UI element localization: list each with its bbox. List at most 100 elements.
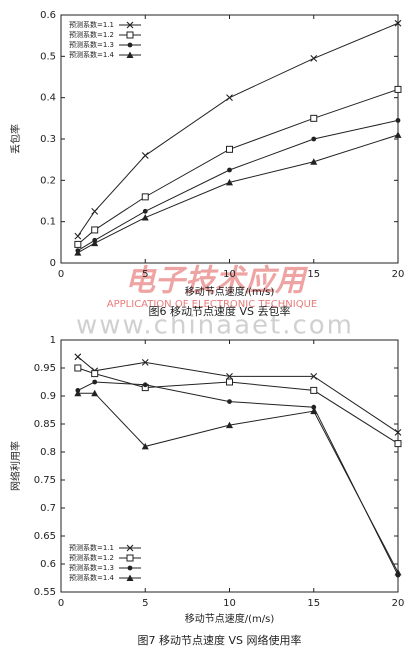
y-tick-label: 0.75 — [34, 475, 56, 486]
watermark-url: www.chinaaet.com — [76, 311, 354, 341]
marker — [311, 136, 317, 142]
y-tick-label: 1 — [50, 335, 56, 346]
legend-label: 预测系数=1.4 — [69, 573, 115, 582]
marker — [91, 370, 99, 378]
y-tick-label: 0 — [50, 258, 56, 269]
legend-marker — [126, 574, 134, 581]
marker — [226, 94, 233, 102]
x-tick-label: 10 — [223, 598, 236, 609]
legend-label: 预测系数=1.1 — [69, 543, 114, 552]
legend-label: 预测系数=1.1 — [69, 20, 114, 29]
series-line — [77, 356, 399, 433]
legend-label: 预测系数=1.2 — [69, 553, 114, 562]
x-tick-label: 15 — [307, 598, 320, 609]
y-tick-label: 0.65 — [34, 531, 56, 542]
x-tick-label: 20 — [392, 598, 405, 609]
y-tick-label: 0.7 — [40, 503, 56, 514]
legend-marker — [126, 21, 134, 29]
legend-label: 预测系数=1.3 — [69, 563, 114, 572]
x-tick-label: 10 — [223, 269, 236, 280]
y-axis-label: 丢包率 — [9, 124, 22, 154]
marker — [394, 85, 402, 93]
x-axis-label: 移动节点速度/(m/s) — [185, 285, 275, 298]
marker — [226, 421, 233, 429]
marker — [310, 55, 318, 62]
x-tick-label: 0 — [58, 598, 64, 609]
marker — [141, 442, 149, 450]
series-line — [77, 22, 399, 237]
marker — [310, 407, 318, 415]
y-tick-label: 0.6 — [40, 10, 56, 21]
marker — [310, 114, 318, 122]
series-line — [77, 367, 399, 445]
marker — [227, 167, 232, 173]
x-tick-label: 15 — [307, 269, 320, 280]
y-tick-label: 0.4 — [40, 93, 56, 104]
x-tick-label: 0 — [58, 269, 64, 280]
legend-label: 预测系数=1.2 — [69, 30, 114, 39]
y-tick-label: 0.9 — [40, 391, 56, 402]
x-tick-label: 5 — [142, 269, 148, 280]
marker — [310, 158, 318, 165]
marker — [91, 239, 99, 247]
watermark-logo: 电子技术应用 — [125, 264, 309, 299]
marker — [74, 364, 82, 372]
legend-marker — [127, 42, 133, 48]
marker — [141, 193, 149, 201]
y-tick-label: 0.3 — [40, 134, 56, 145]
marker — [141, 152, 149, 159]
legend-label: 预测系数=1.4 — [69, 50, 115, 59]
y-tick-label: 0.1 — [40, 217, 56, 228]
marker — [74, 240, 82, 248]
marker — [226, 378, 233, 386]
series-line — [77, 134, 399, 254]
legend-marker — [126, 31, 134, 39]
marker — [395, 118, 401, 123]
y-tick-label: 0.8 — [40, 447, 56, 458]
marker — [74, 232, 82, 240]
legend-label: 预测系数=1.3 — [69, 40, 114, 49]
marker — [311, 404, 317, 410]
marker — [74, 353, 82, 361]
marker — [310, 373, 318, 380]
marker — [394, 19, 402, 27]
marker — [92, 379, 98, 385]
y-tick-label: 0.55 — [34, 587, 56, 598]
y-tick-label: 0.5 — [40, 51, 56, 62]
legend-marker — [126, 544, 134, 552]
marker — [141, 359, 149, 366]
y-tick-label: 0.6 — [40, 559, 56, 570]
y-tick-label: 0.2 — [40, 175, 56, 186]
caption: 图7 移动节点速度 VS 网络使用率 — [138, 633, 302, 647]
watermark-name: APPLICATION OF ELECTRONIC TECHNIQUE — [107, 299, 317, 310]
legend-marker — [126, 554, 134, 562]
x-tick-label: 5 — [142, 598, 148, 609]
x-axis-label: 移动节点速度/(m/s) — [185, 612, 275, 625]
y-tick-label: 0.95 — [34, 363, 56, 374]
series-line — [77, 381, 399, 576]
y-axis-label: 网络利用率 — [9, 441, 22, 491]
marker — [394, 568, 402, 576]
marker — [142, 208, 148, 214]
series-line — [77, 119, 399, 252]
marker — [142, 382, 148, 388]
marker — [226, 145, 233, 153]
marker — [394, 131, 402, 138]
marker — [226, 178, 233, 186]
legend-marker — [127, 565, 133, 571]
series-line — [77, 392, 399, 573]
marker — [91, 226, 99, 234]
marker — [74, 249, 82, 256]
marker — [91, 389, 99, 397]
marker — [91, 207, 99, 215]
marker — [74, 389, 82, 397]
x-tick-label: 20 — [392, 269, 405, 280]
marker — [310, 386, 318, 394]
legend-marker — [126, 51, 134, 58]
marker — [226, 373, 233, 380]
y-tick-label: 0.85 — [34, 419, 56, 430]
marker — [394, 440, 402, 448]
marker — [227, 399, 232, 404]
caption: 图6 移动节点速度 VS 丢包率 — [149, 304, 291, 318]
